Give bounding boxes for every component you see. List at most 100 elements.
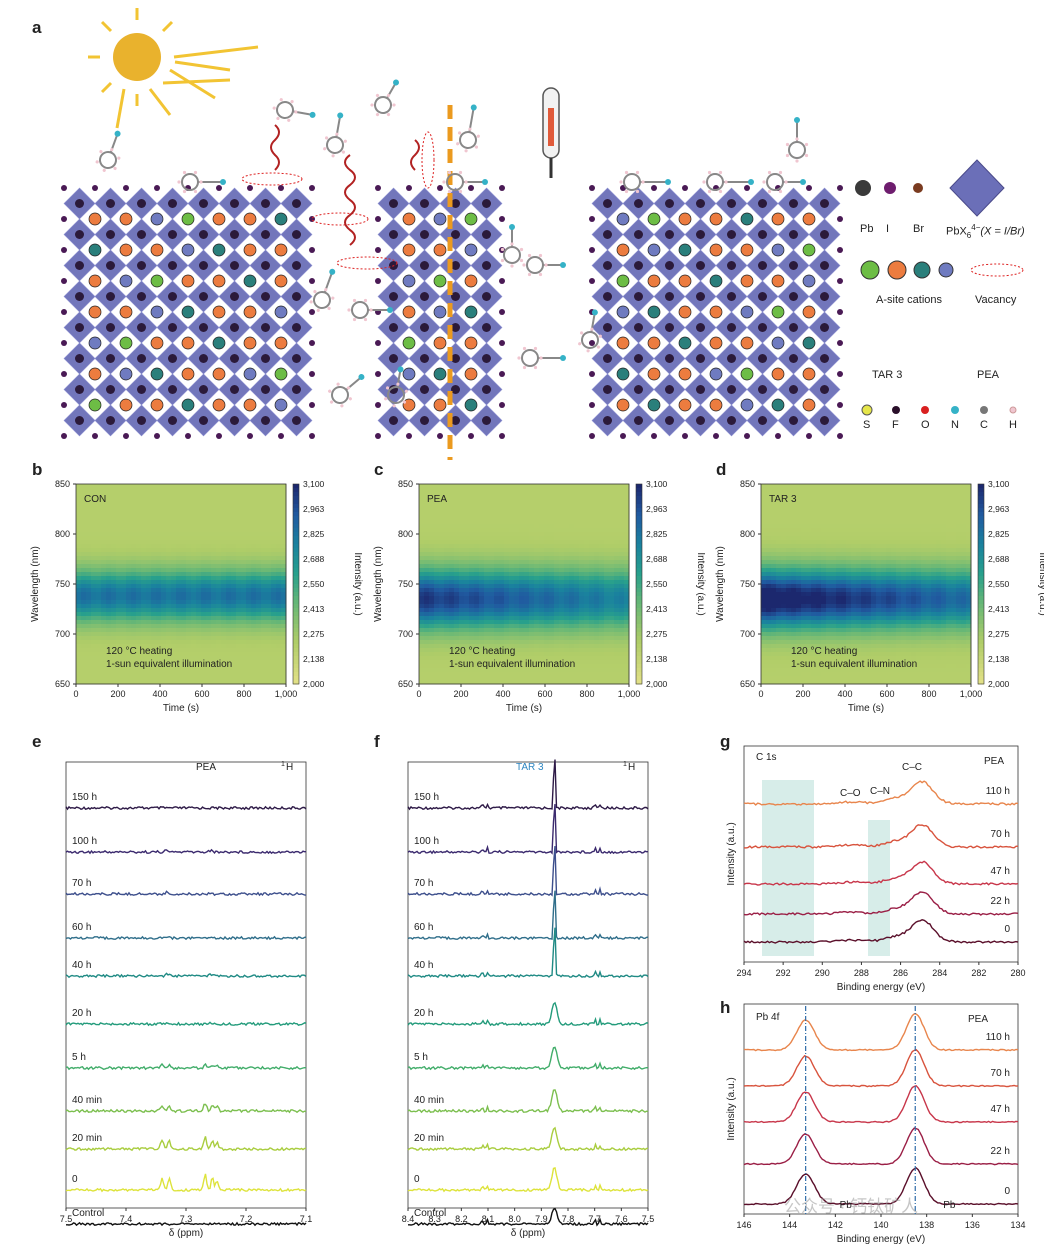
heatmap-cell bbox=[161, 596, 167, 601]
heatmap-cell bbox=[96, 532, 102, 537]
heatmap-cell bbox=[449, 544, 455, 549]
heatmap-cell bbox=[221, 584, 227, 589]
heatmap-cell bbox=[156, 524, 162, 529]
heatmap-cell bbox=[564, 612, 570, 617]
heatmap-cell bbox=[579, 660, 585, 665]
heatmap-cell bbox=[201, 524, 207, 529]
heatmap-cell bbox=[529, 680, 535, 685]
heatmap-cell bbox=[504, 624, 510, 629]
heatmap-cell bbox=[86, 620, 92, 625]
heatmap-cell bbox=[559, 632, 565, 637]
heatmap-cell bbox=[231, 636, 237, 641]
molecule bbox=[500, 224, 524, 268]
heatmap-cell bbox=[469, 560, 475, 565]
heatmap-cell bbox=[176, 584, 182, 589]
heatmap-cell bbox=[271, 552, 277, 557]
heatmap-cell bbox=[559, 564, 565, 569]
heatmap-cell bbox=[181, 556, 187, 561]
heatmap-cell bbox=[256, 608, 262, 613]
heatmap-cell bbox=[524, 652, 530, 657]
heatmap-cell bbox=[619, 504, 625, 509]
halide-atom bbox=[589, 402, 595, 408]
heatmap-cell bbox=[251, 592, 257, 597]
heatmap-cell bbox=[569, 672, 575, 677]
heatmap-cell bbox=[216, 556, 222, 561]
heatmap-cell bbox=[449, 632, 455, 637]
heatmap-cell bbox=[261, 568, 267, 573]
heatmap-cell bbox=[599, 508, 605, 513]
heatmap-cell bbox=[201, 492, 207, 497]
heatmap-cell bbox=[111, 644, 117, 649]
heatmap-cell bbox=[161, 492, 167, 497]
heatmap-cell bbox=[126, 552, 132, 557]
heatmap-cell bbox=[151, 664, 157, 669]
heatmap-cell bbox=[246, 532, 252, 537]
heatmap-cell bbox=[424, 484, 430, 489]
heatmap-cell bbox=[479, 508, 485, 513]
heatmap-cell bbox=[206, 508, 212, 513]
heatmap-cell bbox=[569, 492, 575, 497]
heatmap-cell bbox=[459, 548, 465, 553]
heatmap-cell bbox=[141, 612, 147, 617]
a-site-cation bbox=[150, 367, 164, 381]
heatmap-cell bbox=[246, 604, 252, 609]
heatmap-cell bbox=[509, 520, 515, 525]
heatmap-cell bbox=[276, 640, 282, 645]
heatmap-cell bbox=[196, 604, 202, 609]
heatmap-cell bbox=[569, 604, 575, 609]
heatmap-cell bbox=[549, 648, 555, 653]
heatmap-cell bbox=[449, 588, 455, 593]
heatmap-cell bbox=[176, 516, 182, 521]
heatmap-cell bbox=[76, 584, 82, 589]
heatmap-cell bbox=[121, 620, 127, 625]
heatmap-cell bbox=[241, 644, 247, 649]
colorbar-cell bbox=[293, 584, 299, 589]
heatmap-cell bbox=[579, 536, 585, 541]
heatmap-cell bbox=[444, 588, 450, 593]
heatmap-cell bbox=[161, 644, 167, 649]
heatmap-cell bbox=[146, 668, 152, 673]
heatmap-cell bbox=[126, 504, 132, 509]
heatmap-cell bbox=[136, 632, 142, 637]
heatmap-cell bbox=[474, 528, 480, 533]
colorbar-cell bbox=[293, 672, 299, 677]
heatmap-cell bbox=[614, 496, 620, 501]
heatmap-cell bbox=[261, 528, 267, 533]
heatmap-cell bbox=[186, 508, 192, 513]
heatmap-cell bbox=[489, 664, 495, 669]
heatmap-cell bbox=[276, 556, 282, 561]
heatmap-cell bbox=[504, 576, 510, 581]
heatmap-cell bbox=[156, 600, 162, 605]
heatmap-cell bbox=[201, 488, 207, 493]
heatmap-cell bbox=[76, 516, 82, 521]
heatmap-cell bbox=[534, 628, 540, 633]
heatmap-cell bbox=[489, 564, 495, 569]
heatmap-cell bbox=[624, 672, 630, 677]
heatmap-cell bbox=[166, 640, 172, 645]
colorbar-cell bbox=[293, 508, 299, 513]
heatmap-cell bbox=[281, 588, 287, 593]
heatmap-cell bbox=[464, 588, 470, 593]
heatmap-cell bbox=[176, 548, 182, 553]
heatmap-cell bbox=[161, 540, 167, 545]
heatmap-cell bbox=[226, 660, 232, 665]
heatmap-cell bbox=[524, 588, 530, 593]
heatmap-cell bbox=[256, 652, 262, 657]
heatmap-cell bbox=[504, 640, 510, 645]
heatmap-cell bbox=[111, 648, 117, 653]
heatmap-cell bbox=[459, 616, 465, 621]
heatmap-cell bbox=[574, 512, 580, 517]
heatmap-cell bbox=[256, 636, 262, 641]
heatmap-cell bbox=[76, 636, 82, 641]
heatmap-cell bbox=[569, 520, 575, 525]
heatmap-cell bbox=[96, 484, 102, 489]
heatmap-cell bbox=[449, 660, 455, 665]
heatmap-cell bbox=[439, 504, 445, 509]
heatmap-cell bbox=[206, 620, 212, 625]
heatmap-cell bbox=[146, 592, 152, 597]
heatmap-cell bbox=[419, 540, 425, 545]
heatmap-cell bbox=[126, 520, 132, 525]
pb-atom bbox=[634, 385, 643, 394]
heatmap-cell bbox=[111, 508, 117, 513]
heatmap-cell bbox=[419, 612, 425, 617]
